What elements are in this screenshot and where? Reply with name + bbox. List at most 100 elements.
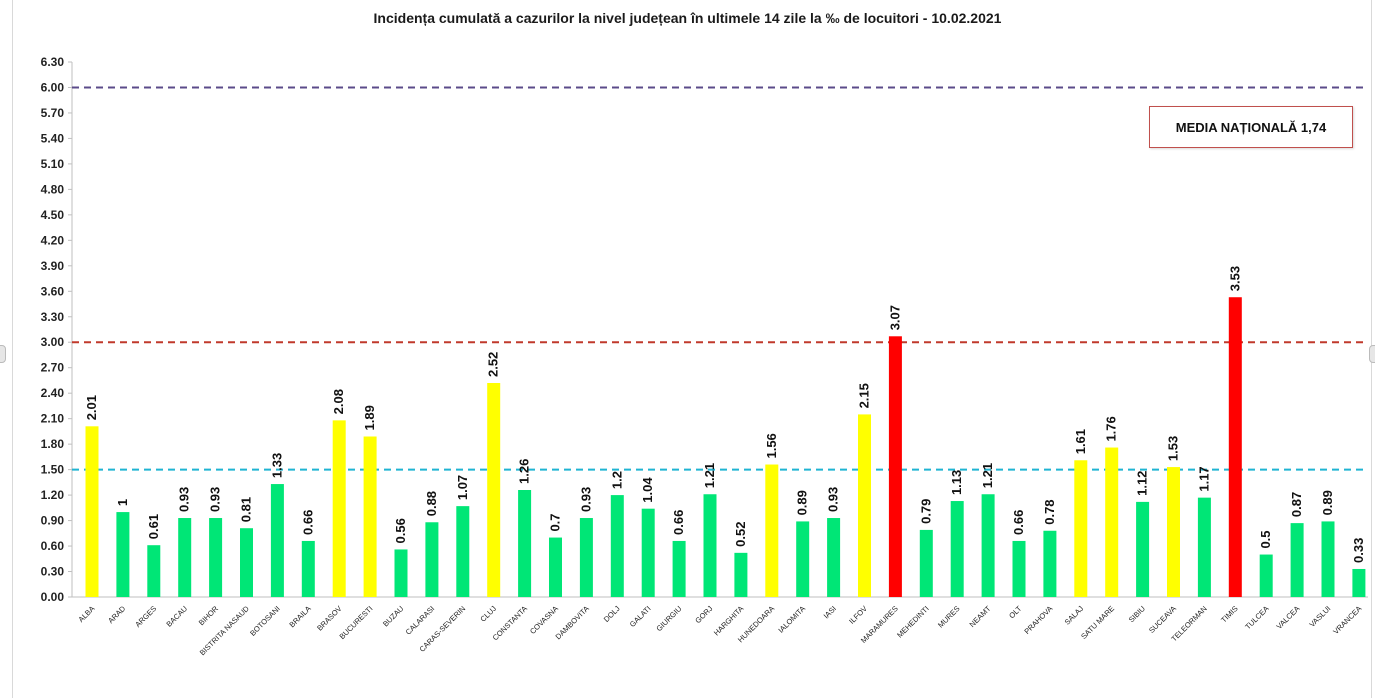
y-tick-label: 6.00 bbox=[41, 80, 65, 94]
x-tick-label: VALCEA bbox=[1275, 604, 1302, 631]
x-tick-label: TULCEA bbox=[1243, 604, 1270, 631]
x-tick-label: BUZAU bbox=[381, 604, 405, 628]
resize-handle-right[interactable] bbox=[1369, 345, 1375, 363]
data-label: 0.87 bbox=[1289, 492, 1304, 517]
data-label: 0.89 bbox=[1320, 490, 1335, 515]
resize-handle-left[interactable] bbox=[0, 345, 6, 363]
x-tick-label: PRAHOVA bbox=[1022, 604, 1054, 636]
data-label: 0.93 bbox=[177, 487, 192, 512]
x-tick-label: OLT bbox=[1007, 604, 1024, 621]
y-tick-label: 3.60 bbox=[41, 284, 65, 298]
x-tick-label: ALBA bbox=[76, 604, 96, 624]
y-tick-label: 1.80 bbox=[41, 437, 65, 451]
bar bbox=[641, 508, 655, 597]
y-tick-label: 5.40 bbox=[41, 131, 65, 145]
data-label: 0.33 bbox=[1351, 538, 1366, 563]
bar bbox=[796, 521, 810, 597]
data-label: 0.66 bbox=[300, 510, 315, 535]
data-label: 0.89 bbox=[795, 490, 810, 515]
bar bbox=[147, 545, 161, 597]
data-label: 0.81 bbox=[239, 497, 254, 522]
bar bbox=[1352, 568, 1366, 597]
data-label: 1.12 bbox=[1135, 471, 1150, 496]
x-tick-label: TIMIS bbox=[1219, 604, 1240, 625]
data-label: 1.04 bbox=[640, 477, 655, 503]
x-tick-label: BOTOSANI bbox=[248, 604, 282, 638]
bar bbox=[116, 512, 130, 597]
bar bbox=[1290, 523, 1304, 597]
data-label: 0.66 bbox=[671, 510, 686, 535]
bar bbox=[888, 336, 902, 597]
data-label: 1.76 bbox=[1104, 416, 1119, 441]
bar bbox=[919, 529, 933, 597]
x-tick-label: GALATI bbox=[628, 604, 653, 629]
y-tick-label: 4.50 bbox=[41, 208, 65, 222]
x-tick-label: ILFOV bbox=[847, 604, 869, 626]
y-tick-label: 0.60 bbox=[41, 539, 65, 553]
x-tick-label: MEHEDINTI bbox=[895, 604, 931, 640]
data-label: 1 bbox=[115, 499, 130, 506]
bar bbox=[579, 518, 593, 597]
bar bbox=[518, 490, 532, 597]
bar bbox=[332, 420, 346, 597]
bar bbox=[363, 436, 377, 597]
x-tick-label: GIURGIU bbox=[654, 604, 683, 633]
bar bbox=[549, 537, 562, 597]
bar bbox=[1228, 297, 1242, 597]
data-label: 2.52 bbox=[486, 352, 501, 377]
x-tick-label: IALOMITA bbox=[776, 604, 807, 635]
data-label: 1.21 bbox=[980, 463, 995, 488]
bar bbox=[734, 552, 748, 597]
x-tick-label: VASLUI bbox=[1308, 604, 1333, 629]
y-tick-label: 2.10 bbox=[41, 412, 65, 426]
national-average-box: MEDIA NAȚIONALĂ 1,74 bbox=[1149, 106, 1353, 148]
bar bbox=[765, 464, 779, 597]
bar bbox=[270, 484, 284, 597]
x-tick-label: ARAD bbox=[106, 604, 128, 626]
bar bbox=[394, 549, 408, 597]
data-label: 1.21 bbox=[702, 463, 717, 488]
data-label: 0.93 bbox=[578, 487, 593, 512]
bar bbox=[827, 518, 841, 597]
bar bbox=[1259, 554, 1273, 597]
y-tick-label: 3.30 bbox=[41, 310, 65, 324]
data-label: 0.66 bbox=[1011, 510, 1026, 535]
bar bbox=[425, 522, 439, 597]
x-tick-label: GORJ bbox=[693, 604, 714, 625]
x-tick-label: DOLJ bbox=[602, 604, 622, 624]
bar bbox=[1197, 497, 1211, 597]
data-label: 0.93 bbox=[826, 487, 841, 512]
x-tick-label: ARGES bbox=[133, 604, 158, 629]
data-label: 1.17 bbox=[1196, 466, 1211, 491]
x-tick-label: SUCEAVA bbox=[1147, 604, 1178, 635]
chart-title: Incidența cumulată a cazurilor la nivel … bbox=[373, 10, 1002, 26]
bar bbox=[1043, 530, 1057, 597]
bar bbox=[487, 383, 501, 597]
data-label: 1.26 bbox=[517, 459, 532, 484]
y-tick-label: 2.40 bbox=[41, 386, 65, 400]
bar bbox=[1012, 540, 1026, 597]
y-tick-label: 0.90 bbox=[41, 514, 65, 528]
bar bbox=[1105, 447, 1119, 597]
data-label: 3.07 bbox=[887, 305, 902, 330]
data-label: 1.07 bbox=[455, 475, 470, 500]
bar bbox=[703, 494, 717, 597]
data-label: 0.93 bbox=[208, 487, 223, 512]
data-label: 2.08 bbox=[331, 389, 346, 414]
y-tick-label: 5.10 bbox=[41, 157, 65, 171]
bar bbox=[1167, 467, 1180, 597]
bar bbox=[456, 506, 470, 597]
bar bbox=[1136, 501, 1150, 597]
bar bbox=[1321, 521, 1335, 597]
bar bbox=[1074, 460, 1088, 597]
y-tick-label: 3.90 bbox=[41, 259, 65, 273]
bar bbox=[981, 494, 995, 597]
x-tick-label: SIBIU bbox=[1127, 604, 1147, 624]
x-tick-label: NEAMT bbox=[968, 604, 993, 629]
y-tick-label: 4.80 bbox=[41, 182, 65, 196]
y-tick-label: 0.30 bbox=[41, 565, 65, 579]
x-tick-label: CALARASI bbox=[404, 604, 437, 637]
bar bbox=[672, 540, 686, 597]
x-tick-label: BRAILA bbox=[287, 604, 312, 629]
